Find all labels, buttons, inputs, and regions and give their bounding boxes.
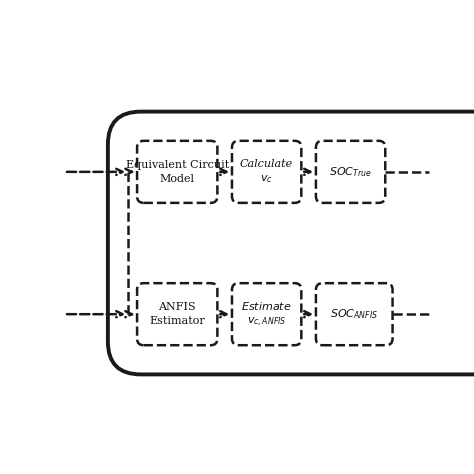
- Text: $Estimate$
$v_{c,ANFIS}$: $Estimate$ $v_{c,ANFIS}$: [241, 300, 292, 329]
- FancyBboxPatch shape: [232, 283, 301, 345]
- FancyBboxPatch shape: [316, 283, 392, 345]
- Text: Calculate
$v_c$: Calculate $v_c$: [240, 159, 293, 185]
- FancyBboxPatch shape: [232, 141, 301, 203]
- Text: Equivalent Circuit
Model: Equivalent Circuit Model: [126, 160, 229, 184]
- FancyBboxPatch shape: [316, 141, 385, 203]
- FancyBboxPatch shape: [137, 141, 218, 203]
- Text: $SOC_{True}$: $SOC_{True}$: [329, 165, 372, 179]
- Text: ANFIS
Estimator: ANFIS Estimator: [149, 302, 205, 326]
- FancyBboxPatch shape: [137, 283, 218, 345]
- Text: $SOC_{ANFIS}$: $SOC_{ANFIS}$: [330, 307, 378, 321]
- FancyBboxPatch shape: [108, 112, 474, 374]
